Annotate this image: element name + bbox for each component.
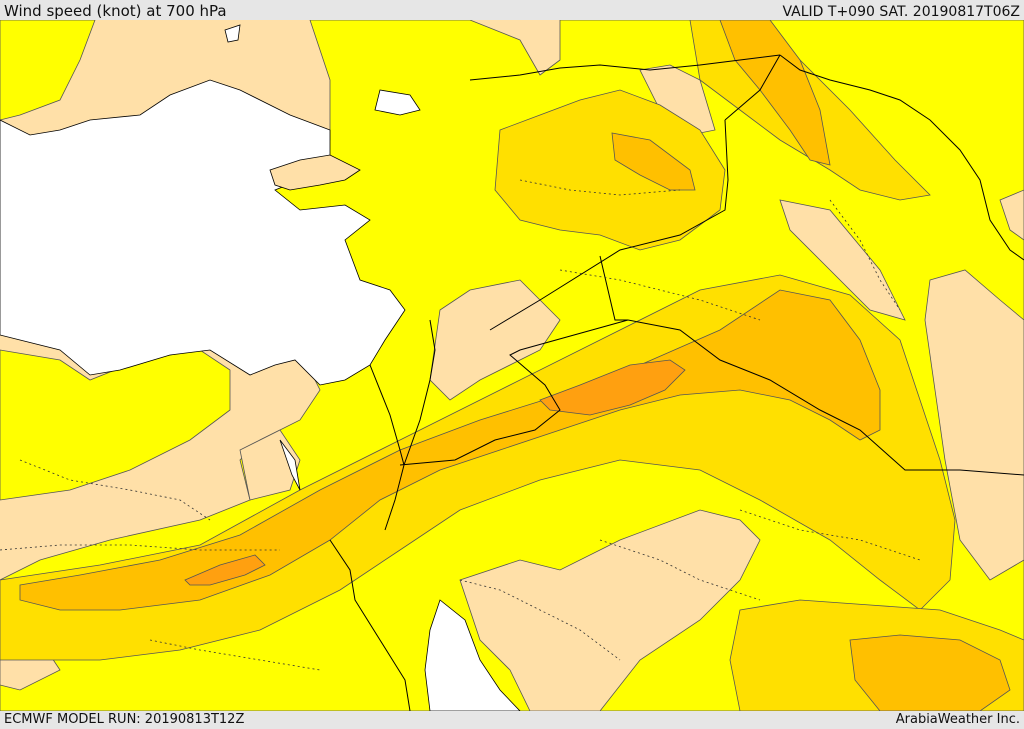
country-borders — [329, 54, 1024, 711]
valid-time: VALID T+090 SAT. 20190817T06Z — [782, 4, 1020, 20]
sea-areas — [0, 24, 521, 711]
province-lines — [0, 179, 921, 671]
map-title: Wind speed (knot) at 700 hPa — [4, 2, 227, 20]
wind-band-light-patches — [0, 64, 1024, 711]
wind-speed-map — [0, 20, 1024, 711]
footer-bar: ECMWF MODEL RUN: 20190813T12Z ArabiaWeat… — [0, 711, 1024, 729]
header-bar: Wind speed (knot) at 700 hPa VALID T+090… — [0, 0, 1024, 20]
wind-band-dark-orange — [184, 359, 686, 586]
cyprus-island — [269, 154, 361, 191]
credit-label: ArabiaWeather Inc. — [895, 712, 1020, 727]
model-run-label: ECMWF MODEL RUN: 20190813T12Z — [4, 712, 245, 727]
